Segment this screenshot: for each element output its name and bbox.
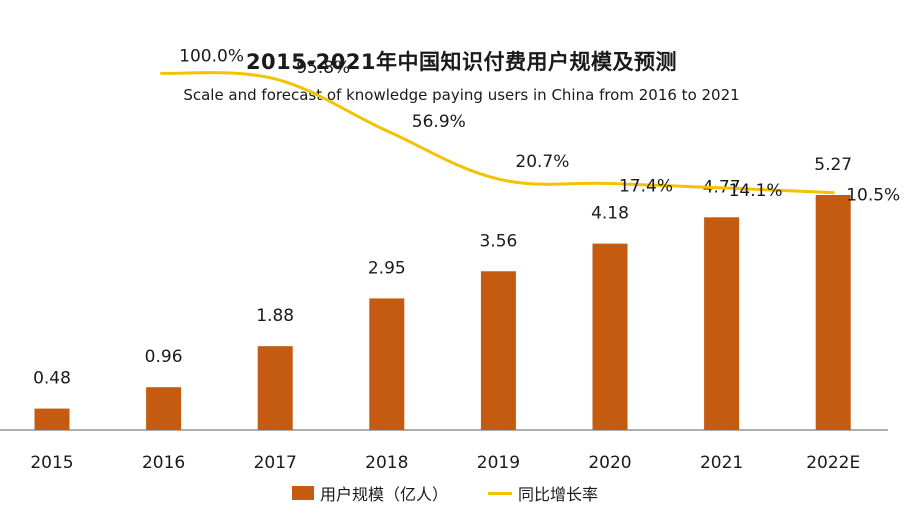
bar-value-label-2022E: 5.27	[814, 155, 852, 175]
x-tick-label-2017: 2017	[254, 453, 297, 473]
legend-label-line: 同比增长率	[518, 485, 599, 504]
growth-label-2019: 20.7%	[515, 152, 569, 172]
legend: 用户规模（亿人） 同比增长率	[0, 481, 923, 505]
x-tick-label-2020: 2020	[588, 453, 631, 473]
x-tick-label-2019: 2019	[477, 453, 520, 473]
bar-2020	[592, 243, 628, 430]
bar-2015	[34, 408, 70, 430]
bar-value-label-2016: 0.96	[145, 347, 183, 367]
legend-swatch-bar	[292, 486, 314, 500]
legend-item-bar: 用户规模（亿人）	[292, 481, 448, 505]
growth-label-2016: 100.0%	[179, 46, 244, 66]
x-tick-label-2015: 2015	[30, 453, 73, 473]
x-tick-label-2021: 2021	[700, 453, 743, 473]
bar-value-label-2019: 3.56	[479, 231, 517, 251]
bar-2022E	[815, 195, 851, 430]
x-tick-label-2016: 2016	[142, 453, 185, 473]
legend-label-bar: 用户规模（亿人）	[320, 485, 449, 504]
bar-2018	[369, 298, 405, 430]
growth-label-2021: 14.1%	[729, 181, 783, 201]
bar-2019	[480, 271, 516, 430]
bar-value-label-2020: 4.18	[591, 204, 629, 224]
bar-2017	[257, 346, 293, 430]
growth-label-2020: 17.4%	[619, 176, 673, 196]
x-tick-label-2018: 2018	[365, 453, 408, 473]
bar-value-label-2018: 2.95	[368, 258, 406, 278]
legend-item-line: 同比增长率	[488, 481, 598, 505]
bar-value-label-2015: 0.48	[33, 369, 71, 389]
growth-label-2017: 95.8%	[296, 58, 350, 78]
growth-label-2022E: 10.5%	[846, 186, 900, 206]
growth-rate-line	[160, 71, 835, 195]
chart-subtitle: Scale and forecast of knowledge paying u…	[183, 86, 740, 104]
x-tick-label-2022E: 2022E	[806, 453, 860, 473]
bar-2016	[146, 387, 182, 430]
chart-title: 2015-2021年中国知识付费用户规模及预测	[245, 50, 678, 74]
bar-2021	[704, 217, 740, 430]
bar-value-label-2017: 1.88	[256, 306, 294, 326]
growth-label-2018: 56.9%	[412, 112, 466, 132]
legend-swatch-line	[488, 491, 512, 495]
